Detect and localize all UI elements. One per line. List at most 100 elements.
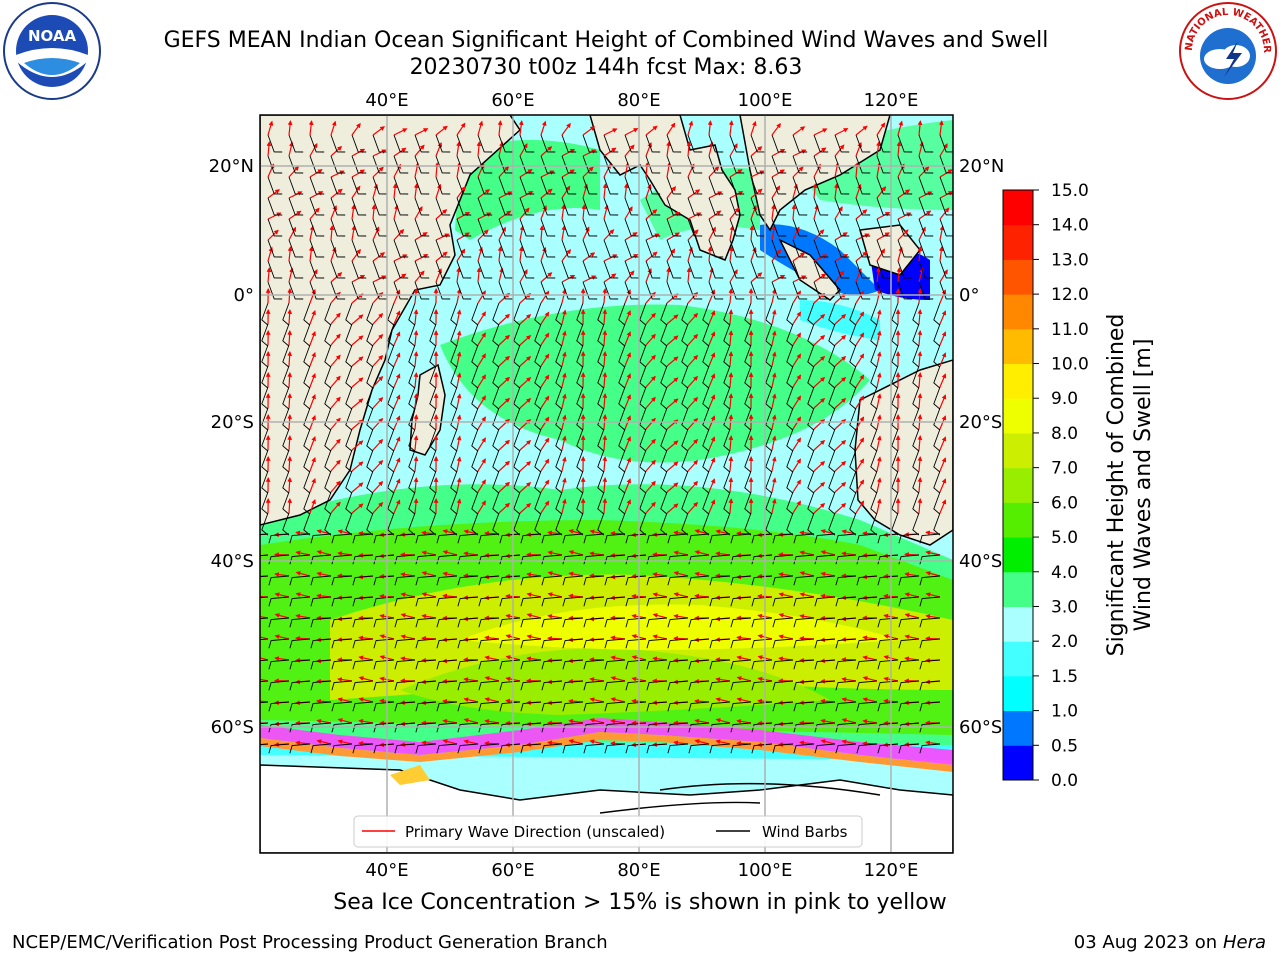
lat-label-right: 60°S	[959, 717, 1002, 738]
wind-barb	[387, 302, 395, 326]
wind-barb	[666, 134, 682, 153]
wind-barb	[681, 386, 689, 410]
wave-arrow	[813, 204, 819, 220]
wave-arrow	[330, 438, 341, 451]
wind-barb	[435, 134, 451, 153]
wave-arrow	[687, 438, 699, 451]
wave-arrow	[456, 435, 462, 451]
wind-barb	[498, 281, 514, 300]
wave-arrow	[393, 128, 408, 136]
wave-arrow	[309, 373, 316, 388]
wave-arrow	[540, 479, 550, 493]
wave-arrow	[561, 435, 567, 451]
footer-date-text: 03 Aug 2023 on	[1073, 932, 1218, 953]
wave-arrow	[917, 477, 923, 493]
colorbar-tick-label: 5.0	[1051, 528, 1078, 548]
wind-barb	[513, 449, 521, 473]
wind-barb	[393, 155, 409, 174]
wind-barb	[330, 176, 346, 195]
wind-barb	[618, 323, 626, 347]
wave-arrow	[519, 503, 532, 514]
wave-arrow	[589, 551, 605, 556]
colorbar-segment	[1003, 398, 1033, 434]
wind-barb	[498, 197, 514, 216]
wave-arrow	[624, 289, 632, 304]
wave-arrow	[393, 436, 401, 451]
wind-barb	[666, 281, 682, 300]
wave-arrow	[414, 128, 429, 136]
wave-arrow	[518, 246, 524, 262]
wind-barb	[345, 428, 353, 452]
wind-barb	[576, 344, 584, 368]
wave-arrow	[834, 397, 847, 409]
wave-arrow	[792, 311, 802, 325]
wave-arrow	[309, 394, 316, 409]
wind-barb	[576, 449, 584, 473]
wave-arrow	[624, 254, 639, 262]
wave-arrow	[771, 204, 776, 220]
wind-barb	[603, 260, 619, 279]
wind-barb	[345, 302, 353, 326]
wave-arrow	[413, 393, 419, 409]
wave-arrow	[855, 332, 865, 346]
wind-barb	[939, 176, 953, 195]
wind-barb	[267, 176, 283, 195]
wind-barb	[849, 449, 857, 473]
wave-arrow	[413, 435, 419, 451]
lat-label-right: 20°N	[959, 156, 1004, 177]
wave-arrow	[855, 125, 868, 136]
wave-arrow	[673, 571, 689, 577]
wind-barb	[792, 260, 808, 279]
wind-barb	[723, 302, 731, 326]
wave-arrow	[561, 249, 571, 262]
wind-barb	[477, 281, 493, 300]
wave-arrow	[456, 232, 470, 241]
wind-barb	[309, 218, 325, 237]
wind-barb	[918, 281, 934, 300]
wave-arrow	[813, 254, 828, 262]
wave-arrow	[602, 477, 608, 493]
wind-barb	[813, 134, 829, 153]
wave-arrow	[330, 480, 341, 493]
wave-arrow	[862, 697, 878, 703]
wind-barb	[393, 197, 409, 216]
wind-barb	[897, 260, 913, 279]
wind-barb	[876, 218, 892, 237]
wave-arrow	[287, 498, 293, 514]
wave-arrow	[771, 477, 777, 493]
wave-arrow	[750, 170, 765, 178]
wind-barb	[576, 407, 584, 431]
wave-arrow	[624, 499, 632, 514]
wind-barb	[828, 323, 836, 347]
wind-barb	[372, 218, 388, 237]
wind-barb	[393, 176, 409, 195]
wind-barb	[918, 176, 934, 195]
wind-barb	[555, 407, 563, 431]
wind-barb	[435, 281, 451, 300]
wave-arrow	[526, 656, 542, 661]
wind-barb	[408, 470, 416, 494]
wave-arrow	[267, 189, 280, 199]
lat-label-left: 0°	[234, 285, 254, 306]
wave-arrow	[561, 225, 567, 241]
wind-barb	[534, 365, 542, 389]
wave-arrow	[939, 289, 947, 304]
wave-arrow	[645, 333, 656, 346]
lat-label-right: 40°S	[959, 551, 1002, 572]
wind-barb	[834, 218, 850, 237]
wave-arrow	[602, 456, 608, 472]
wave-arrow	[498, 460, 511, 472]
wave-arrow	[624, 232, 638, 241]
wind-barb	[492, 386, 500, 410]
wave-arrow	[813, 460, 826, 472]
wave-arrow	[519, 440, 532, 451]
wind-barb	[876, 239, 892, 258]
wind-barb	[744, 407, 752, 431]
wave-arrow	[477, 311, 486, 325]
wave-arrow	[813, 334, 826, 346]
wind-barb	[450, 428, 458, 452]
wind-barb	[849, 323, 857, 347]
wind-barb	[603, 176, 619, 195]
wave-arrow	[771, 123, 781, 136]
wind-barb	[330, 239, 346, 258]
